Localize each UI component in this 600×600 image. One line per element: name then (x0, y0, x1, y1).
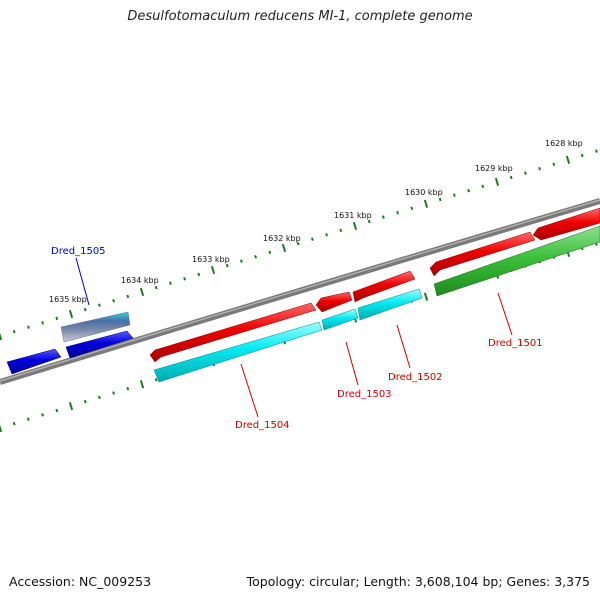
gene-arrow-dred-1502[interactable] (352, 270, 416, 303)
ruler-upper-major-tick (68, 309, 74, 319)
ruler-upper-minor-tick (41, 321, 44, 325)
leader-dred-1504 (240, 363, 259, 418)
gene-label-dred-1501[interactable]: Dred_1501 (488, 338, 543, 349)
kbp-ruler-upper (0, 149, 598, 341)
leader-dred-1503 (345, 341, 359, 386)
blue-arrow-right[interactable] (65, 330, 134, 359)
gene-labels: Dred_1505 Dred_1504 Dred_1503 Dred_1502 … (51, 246, 543, 431)
leader-dred-1502 (396, 324, 411, 369)
tick-label-1628: 1628 kbp (545, 139, 583, 148)
blue-arrow-left[interactable] (6, 348, 62, 375)
ruler-upper-minor-tick (98, 303, 101, 307)
ruler-lower-minor-tick (27, 417, 30, 421)
gene-arrow-dred-1504[interactable] (149, 302, 317, 363)
map-title: Desulfotomaculum reducens MI-1, complete… (127, 9, 473, 24)
ruler-upper-minor-tick (268, 250, 272, 255)
ruler-upper-major-tick (0, 331, 3, 341)
tick-label-1633: 1633 kbp (192, 255, 230, 264)
cds-arrow-dred-1502[interactable] (357, 288, 423, 321)
ruler-upper-minor-tick (169, 281, 172, 285)
genome-summary-text: Topology: circular; Length: 3,608,104 bp… (246, 574, 590, 589)
gene-label-dred-1505[interactable]: Dred_1505 (51, 246, 106, 257)
cds-arrow-dred-1504[interactable] (153, 321, 323, 383)
ruler-upper-minor-tick (524, 171, 527, 175)
ruler-lower-minor-tick (83, 399, 87, 404)
ruler-upper-major-tick (565, 155, 571, 165)
reverse-strand-genes (153, 225, 600, 383)
gene-arrow-dred-1501-reverse[interactable] (433, 225, 600, 297)
cds-arrow-dred-1503[interactable] (321, 308, 359, 331)
gene-label-dred-1502[interactable]: Dred_1502 (388, 372, 443, 383)
ruler-lower-major-tick (423, 292, 429, 301)
ruler-upper-minor-tick (183, 277, 186, 281)
ruler-upper-major-tick (139, 287, 145, 297)
leader-dred-1505 (75, 257, 90, 306)
ruler-upper-minor-tick (339, 228, 343, 233)
ruler-upper-minor-tick (481, 184, 485, 189)
ruler-lower-minor-tick (55, 408, 59, 413)
ruler-upper-minor-tick (410, 206, 414, 211)
ruler-upper-minor-tick (396, 210, 399, 215)
ruler-upper-minor-tick (240, 259, 243, 263)
ruler-upper-minor-tick (311, 237, 314, 241)
ruler-lower-minor-tick (112, 391, 115, 395)
ruler-upper-minor-tick (12, 329, 16, 334)
gene-arrow-dred-1503[interactable] (315, 291, 353, 313)
ruler-lower-minor-tick (154, 378, 158, 382)
ruler-upper-minor-tick (254, 255, 257, 259)
label-leaders (75, 257, 513, 418)
ruler-lower-major-tick (0, 423, 3, 433)
gene-arrow-offscreen-right[interactable] (532, 207, 600, 241)
tick-label-1630: 1630 kbp (405, 188, 443, 197)
tick-label-1634: 1634 kbp (121, 276, 159, 285)
tick-label-1631: 1631 kbp (334, 211, 372, 220)
ruler-upper-minor-tick (595, 149, 598, 153)
tick-label-1629: 1629 kbp (475, 164, 513, 173)
ruler-lower-minor-tick (98, 395, 101, 400)
genome-backbone-highlight (0, 199, 600, 382)
ruler-upper-minor-tick (552, 162, 556, 167)
forward-strand-genes (149, 207, 600, 363)
tick-label-1632: 1632 kbp (263, 234, 301, 243)
ruler-upper-minor-tick (27, 325, 30, 329)
ruler-upper-minor-tick (509, 175, 513, 180)
leader-dred-1501 (497, 292, 513, 336)
genome-backbone (0, 198, 600, 385)
ruler-upper-major-tick (494, 177, 500, 187)
gene-arrow-dred-1501[interactable] (429, 231, 536, 277)
ruler-upper-minor-tick (467, 188, 470, 193)
ruler-upper-minor-tick (367, 219, 371, 224)
gene-label-dred-1503[interactable]: Dred_1503 (337, 389, 392, 400)
ruler-lower-major-tick (139, 380, 145, 389)
ruler-upper-minor-tick (296, 241, 300, 246)
ruler-lower-minor-tick (41, 413, 44, 417)
feature-dred-1505[interactable] (60, 311, 131, 343)
ruler-upper-minor-tick (112, 299, 115, 303)
ruler-upper-major-tick (210, 265, 216, 275)
ruler-upper-minor-tick (580, 153, 584, 158)
ruler-upper-minor-tick (126, 294, 130, 299)
ruler-lower-major-tick (68, 401, 74, 411)
ruler-upper-minor-tick (538, 166, 541, 171)
gene-label-dred-1504[interactable]: Dred_1504 (235, 420, 290, 431)
ruler-upper-minor-tick (55, 316, 59, 321)
ruler-lower-minor-tick (12, 421, 16, 426)
ruler-lower-minor-tick (126, 386, 130, 391)
ruler-upper-minor-tick (453, 193, 456, 197)
ruler-upper-minor-tick (382, 215, 385, 219)
ruler-upper-minor-tick (325, 233, 328, 237)
ruler-upper-major-tick (281, 243, 287, 253)
tick-label-1635: 1635 kbp (49, 295, 87, 304)
ruler-upper-major-tick (423, 199, 429, 209)
ruler-upper-minor-tick (225, 263, 229, 268)
ruler-upper-minor-tick (197, 272, 201, 277)
accession-text: Accession: NC_009253 (9, 574, 152, 589)
left-features (6, 311, 134, 375)
kbp-tick-labels: 1628 kbp 1629 kbp 1630 kbp 1631 kbp 1632… (49, 139, 583, 304)
ruler-upper-major-tick (352, 221, 358, 231)
ruler-upper-minor-tick (438, 197, 442, 202)
ruler-upper-minor-tick (154, 285, 158, 290)
ruler-upper-minor-tick (83, 307, 87, 312)
